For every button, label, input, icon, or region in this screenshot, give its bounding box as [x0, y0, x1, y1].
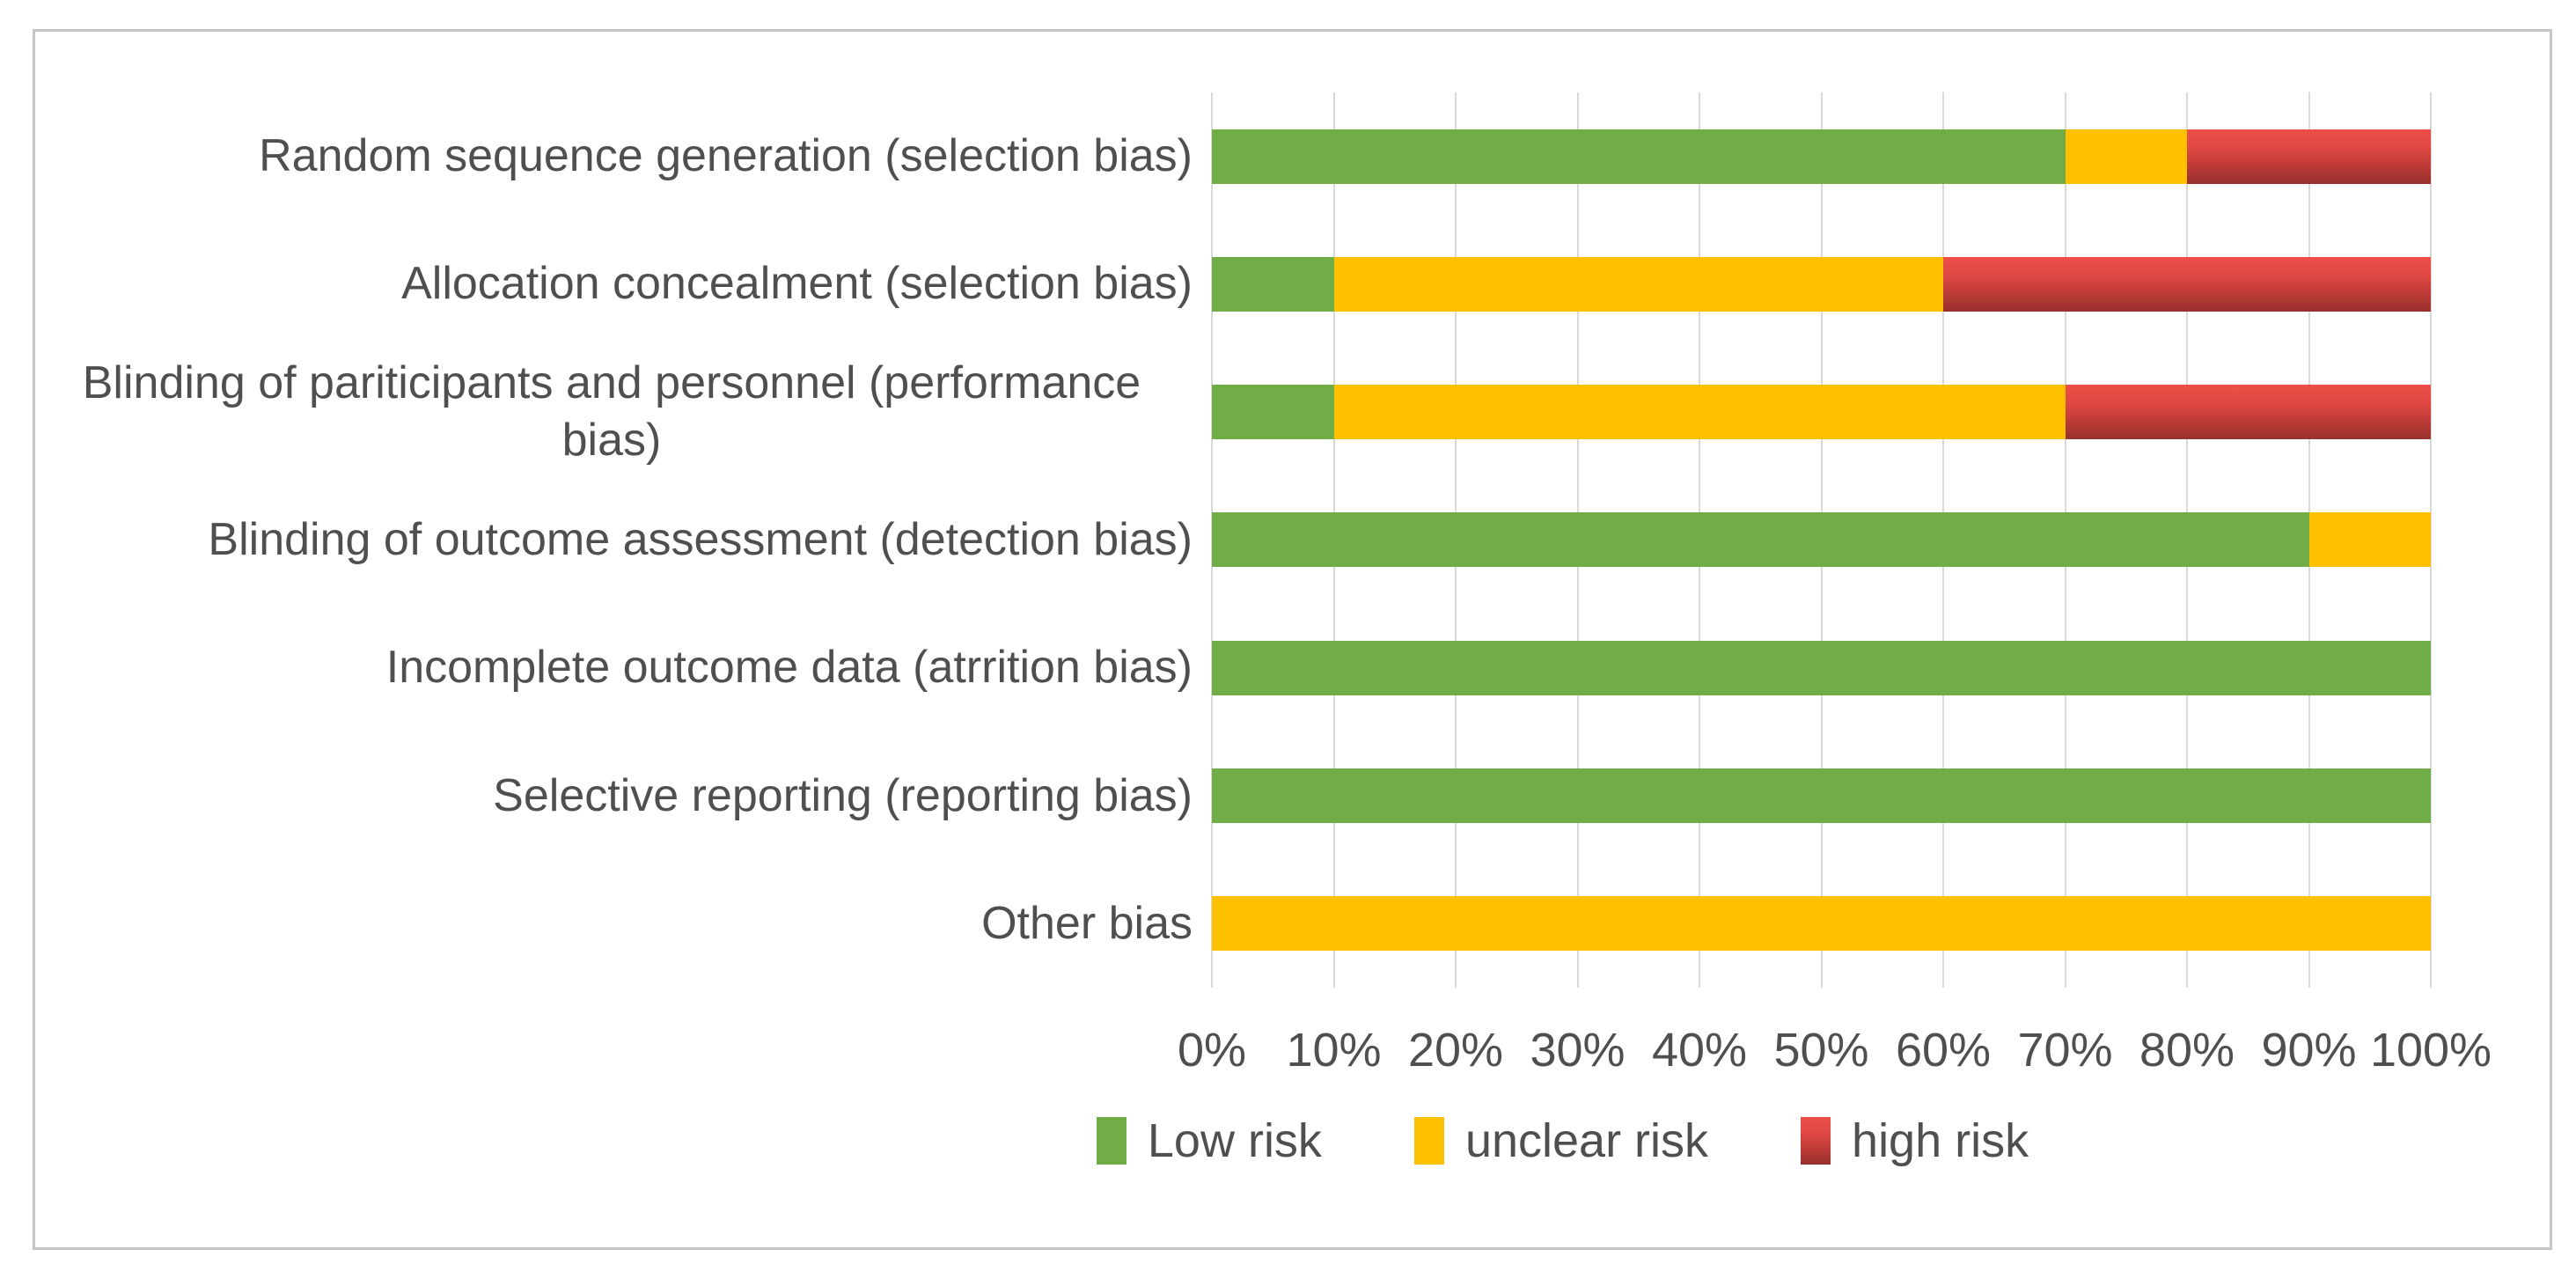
bar-row-4 — [1212, 476, 2431, 604]
bar-segment-high-risk — [2065, 385, 2431, 440]
x-axis-tick-label: 30% — [1530, 1024, 1626, 1077]
category-label: Blinding of outcome assessment (detectio… — [31, 476, 1193, 604]
category-label: Random sequence generation (selection bi… — [31, 92, 1193, 220]
legend-swatch-unclear-risk — [1413, 1117, 1444, 1165]
stacked-bar — [1212, 896, 2431, 952]
stacked-bar — [1212, 768, 2431, 824]
legend-label: high risk — [1852, 1114, 2029, 1167]
category-labels: Random sequence generation (selection bi… — [31, 92, 1193, 988]
bar-row-3 — [1212, 349, 2431, 476]
bar-segment-low-risk — [1212, 640, 2431, 695]
x-axis-tick-label: 90% — [2261, 1024, 2357, 1077]
plot-area — [1211, 92, 2432, 988]
x-axis: 0% 10% 20% 30% 40% 50% 60% 70% 80% 90% 100% — [1178, 1023, 2492, 1093]
category-label-text: Allocation concealment (selection bias) — [401, 258, 1193, 310]
category-label: Blinding of pariticipants and personnel … — [31, 349, 1193, 476]
category-label-text: Blinding of outcome assessment (detectio… — [208, 513, 1193, 565]
x-axis-tick-label: 40% — [1651, 1024, 1748, 1077]
stacked-bar — [1212, 129, 2431, 184]
stacked-bar — [1212, 385, 2431, 440]
legend-item-low-risk: Low risk — [1096, 1114, 1322, 1168]
category-label-text: Other bias — [981, 897, 1193, 949]
legend-label: Low risk — [1147, 1114, 1322, 1167]
x-axis-tick-label: 0% — [1177, 1024, 1247, 1077]
bar-segment-unclear-risk — [1333, 385, 2066, 440]
bar-segment-low-risk — [1212, 768, 2431, 824]
figure-frame — [33, 29, 2552, 1250]
category-label-text: Random sequence generation (selection bi… — [259, 130, 1193, 182]
category-label-text: Selective reporting (reporting bias) — [493, 769, 1193, 821]
x-axis-tick-label: 100% — [2369, 1024, 2492, 1077]
bar-row-5 — [1212, 604, 2431, 731]
x-axis-tick-label: 80% — [2139, 1024, 2235, 1077]
bar-row-1 — [1212, 92, 2431, 220]
stacked-bar — [1212, 256, 2431, 312]
category-label: Allocation concealment (selection bias) — [31, 220, 1193, 348]
category-label: Selective reporting (reporting bias) — [31, 731, 1193, 859]
category-label-text: Blinding of pariticipants and personnel … — [82, 357, 1141, 467]
bar-segment-low-risk — [1212, 129, 2066, 184]
x-axis-tick-label: 50% — [1773, 1024, 1869, 1077]
legend: Low risk unclear risk high risk — [549, 1109, 2576, 1172]
legend-label: unclear risk — [1464, 1114, 1709, 1167]
x-axis-tick-label: 10% — [1286, 1024, 1382, 1077]
bar-segment-low-risk — [1212, 512, 2309, 568]
bar-segment-unclear-risk — [2065, 129, 2187, 184]
bar-segment-unclear-risk — [1212, 896, 2431, 952]
bar-segment-low-risk — [1212, 256, 1334, 312]
x-axis-tick-label: 60% — [1895, 1024, 1992, 1077]
bar-segment-high-risk — [1943, 256, 2431, 312]
stacked-bar — [1212, 512, 2431, 568]
bar-row-7 — [1212, 860, 2431, 988]
category-label: Incomplete outcome data (atrrition bias) — [31, 604, 1193, 731]
bar-segment-unclear-risk — [2308, 512, 2431, 568]
x-axis-tick-label: 70% — [2017, 1024, 2113, 1077]
bar-row-6 — [1212, 731, 2431, 859]
legend-swatch-low-risk — [1096, 1117, 1127, 1165]
bar-segment-high-risk — [2187, 129, 2431, 184]
category-label-text: Incomplete outcome data (atrrition bias) — [385, 642, 1193, 694]
bar-row-2 — [1212, 220, 2431, 348]
legend-item-high-risk: high risk — [1801, 1114, 2029, 1168]
x-axis-tick-label: 20% — [1407, 1024, 1504, 1077]
gridline-100 — [2430, 92, 2432, 988]
category-label: Other bias — [31, 860, 1193, 988]
stacked-bar — [1212, 640, 2431, 695]
legend-swatch-high-risk — [1801, 1117, 1831, 1165]
legend-item-unclear-risk: unclear risk — [1413, 1114, 1709, 1168]
bar-segment-low-risk — [1212, 385, 1334, 440]
bar-segment-unclear-risk — [1333, 256, 1943, 312]
